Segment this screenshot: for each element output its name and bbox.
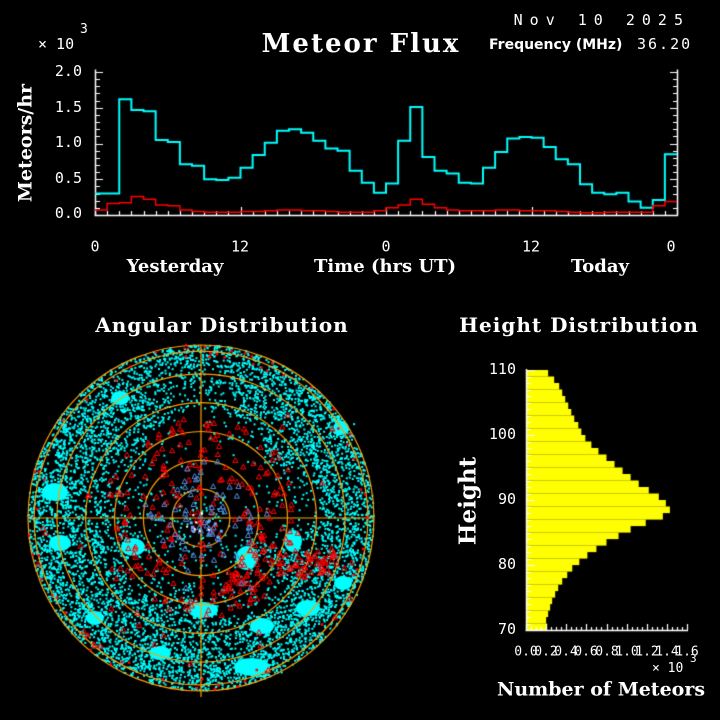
height-xtick-1.2: 1.2	[635, 644, 659, 660]
height-x-exponent: × 10	[652, 661, 684, 676]
height-xtick-0.2: 0.2	[534, 644, 558, 660]
flux-xtick-12a: 12	[230, 237, 250, 256]
height-histogram-canvas	[410, 290, 720, 720]
height-ytick-100: 100	[488, 425, 516, 443]
angular-distribution-title: Angular Distribution	[95, 313, 349, 337]
flux-y-exponent-sup: 3	[80, 22, 88, 37]
height-ytick-80: 80	[497, 555, 516, 573]
flux-ytick-1.5: 1.5	[54, 98, 82, 116]
height-ytick-110: 110	[488, 360, 516, 378]
flux-xtick-0c: 0	[666, 237, 676, 256]
flux-y-axis-title: Meteors/hr	[14, 83, 37, 203]
height-y-axis-title: Height	[454, 456, 482, 546]
flux-xtick-0b: 0	[381, 237, 391, 256]
height-xtick-1.0: 1.0	[615, 644, 639, 660]
flux-y-exponent: × 10	[38, 35, 75, 53]
flux-ytick-0.5: 0.5	[54, 169, 82, 187]
height-xtick-0.8: 0.8	[595, 644, 619, 660]
date-label: Nov 10 2025	[513, 11, 690, 29]
flux-ytick-1.0: 1.0	[54, 133, 82, 151]
height-xtick-0.6: 0.6	[574, 644, 598, 660]
flux-ytick-0.0: 0.0	[54, 204, 82, 222]
height-x-axis-title: Number of Meteors	[496, 678, 706, 701]
page-title: Meteor Flux	[261, 29, 461, 59]
height-xtick-1.4: 1.4	[655, 644, 679, 660]
height-xtick-0.0: 0.0	[514, 644, 538, 660]
height-x-exponent-sup: 3	[690, 652, 697, 665]
time-axis-label: Time (hrs UT)	[313, 256, 457, 277]
flux-xtick-0a: 0	[90, 237, 100, 256]
day-label-today: Today	[570, 256, 630, 277]
day-label-yesterday: Yesterday	[126, 256, 224, 277]
height-xtick-0.4: 0.4	[554, 644, 578, 660]
height-xtick-1.6: 1.6	[675, 644, 699, 660]
flux-ytick-2.0: 2.0	[54, 62, 82, 80]
angular-plot-canvas	[0, 290, 420, 720]
frequency-value: 36.20	[637, 35, 693, 53]
frequency-label: Frequency (MHz)	[489, 37, 623, 53]
flux-chart-canvas	[0, 0, 720, 290]
flux-xtick-12b: 12	[521, 237, 541, 256]
height-ytick-70: 70	[497, 620, 516, 638]
height-distribution-title: Height Distribution	[459, 313, 699, 337]
height-ytick-90: 90	[497, 490, 516, 508]
